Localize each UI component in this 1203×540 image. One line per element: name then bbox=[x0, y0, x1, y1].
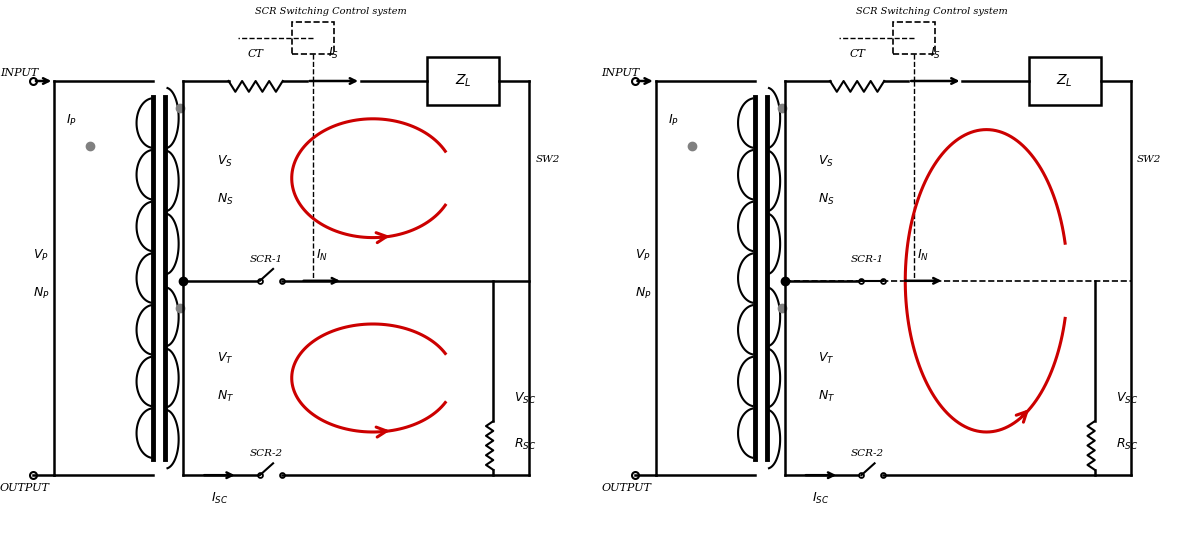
FancyBboxPatch shape bbox=[893, 22, 936, 54]
Text: SCR-1: SCR-1 bbox=[249, 255, 283, 264]
Text: $I_{SC}$: $I_{SC}$ bbox=[812, 491, 830, 507]
FancyBboxPatch shape bbox=[292, 22, 334, 54]
Text: SCR Switching Control system: SCR Switching Control system bbox=[857, 6, 1008, 16]
Text: $N_T$: $N_T$ bbox=[217, 389, 233, 404]
Text: CT: CT bbox=[849, 49, 865, 59]
Text: $V_{SC}$: $V_{SC}$ bbox=[515, 392, 537, 407]
Text: SCR-2: SCR-2 bbox=[851, 449, 884, 458]
Text: $I_S$: $I_S$ bbox=[930, 46, 941, 61]
FancyBboxPatch shape bbox=[1029, 57, 1101, 105]
Text: $I_{SC}$: $I_{SC}$ bbox=[211, 491, 229, 507]
Text: SW2: SW2 bbox=[1137, 155, 1161, 164]
Text: $N_S$: $N_S$ bbox=[217, 192, 233, 207]
Text: $V_T$: $V_T$ bbox=[818, 351, 835, 366]
Text: $R_{SC}$: $R_{SC}$ bbox=[1116, 437, 1138, 453]
Text: $V_S$: $V_S$ bbox=[217, 154, 232, 169]
Text: $Z_L$: $Z_L$ bbox=[455, 73, 472, 89]
Text: $I_P$: $I_P$ bbox=[66, 113, 77, 129]
Text: OUTPUT: OUTPUT bbox=[602, 483, 651, 494]
Text: SW2: SW2 bbox=[535, 155, 559, 164]
Text: $N_T$: $N_T$ bbox=[818, 389, 835, 404]
Text: INPUT: INPUT bbox=[602, 68, 640, 78]
Text: $N_P$: $N_P$ bbox=[635, 286, 651, 301]
FancyBboxPatch shape bbox=[427, 57, 499, 105]
Text: SCR-2: SCR-2 bbox=[249, 449, 283, 458]
Text: $V_S$: $V_S$ bbox=[818, 154, 834, 169]
Text: INPUT: INPUT bbox=[0, 68, 38, 78]
Text: OUTPUT: OUTPUT bbox=[0, 483, 49, 494]
Text: CT: CT bbox=[248, 49, 263, 59]
Text: $I_N$: $I_N$ bbox=[918, 248, 929, 264]
Text: $I_N$: $I_N$ bbox=[316, 248, 327, 264]
Text: $V_T$: $V_T$ bbox=[217, 351, 233, 366]
Text: SCR Switching Control system: SCR Switching Control system bbox=[255, 6, 407, 16]
Text: $Z_L$: $Z_L$ bbox=[1056, 73, 1073, 89]
Text: $N_P$: $N_P$ bbox=[34, 286, 49, 301]
Text: $I_P$: $I_P$ bbox=[668, 113, 678, 129]
Text: SCR-1: SCR-1 bbox=[851, 255, 884, 264]
Text: $V_P$: $V_P$ bbox=[34, 248, 49, 264]
Text: $V_{SC}$: $V_{SC}$ bbox=[1116, 392, 1138, 407]
Text: $I_S$: $I_S$ bbox=[328, 46, 339, 61]
Text: $R_{SC}$: $R_{SC}$ bbox=[515, 437, 537, 453]
Text: $N_S$: $N_S$ bbox=[818, 192, 835, 207]
Text: $V_P$: $V_P$ bbox=[635, 248, 651, 264]
